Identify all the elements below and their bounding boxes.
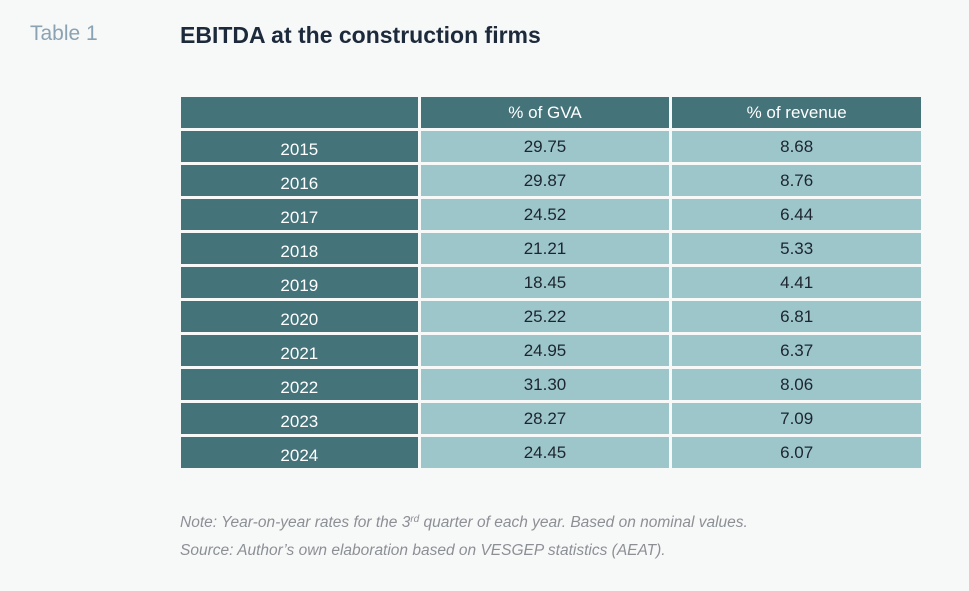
revenue-value-cell: 8.68	[672, 131, 921, 162]
table-row: 2016 29.87 8.76	[181, 165, 921, 196]
gva-value-cell: 24.95	[420, 335, 670, 366]
column-header-gva: % of GVA	[420, 97, 670, 128]
source-line: Source: Author’s own elaboration based o…	[180, 542, 666, 559]
row-year-cell: 2019	[181, 267, 418, 298]
row-year-cell: 2023	[181, 403, 418, 434]
table-row: 2019 18.45 4.41	[181, 267, 921, 298]
revenue-value-cell: 6.37	[672, 335, 921, 366]
row-year-cell: 2020	[181, 301, 418, 332]
gva-value-cell: 29.75	[420, 131, 670, 162]
row-year-cell: 2015	[181, 131, 418, 162]
table-row: 2021 24.95 6.37	[181, 335, 921, 366]
note-prefix: Note: Year-on-year rates for the 3	[180, 514, 411, 531]
table-notes: Note: Year-on-year rates for the 3rd qua…	[180, 509, 748, 565]
row-year-cell: 2016	[181, 165, 418, 196]
revenue-value-cell: 5.33	[672, 233, 921, 264]
gva-value-cell: 18.45	[420, 267, 670, 298]
row-year-cell: 2018	[181, 233, 418, 264]
revenue-value-cell: 4.41	[672, 267, 921, 298]
row-year-cell: 2022	[181, 369, 418, 400]
gva-value-cell: 21.21	[420, 233, 670, 264]
table-header-row: % of GVA % of revenue	[181, 97, 921, 128]
gva-value-cell: 31.30	[420, 369, 670, 400]
gva-value-cell: 29.87	[420, 165, 670, 196]
revenue-value-cell: 8.06	[672, 369, 921, 400]
gva-value-cell: 28.27	[420, 403, 670, 434]
table-row: 2018 21.21 5.33	[181, 233, 921, 264]
table-row: 2017 24.52 6.44	[181, 199, 921, 230]
revenue-value-cell: 6.81	[672, 301, 921, 332]
note-superscript: rd	[410, 514, 420, 525]
revenue-value-cell: 8.76	[672, 165, 921, 196]
row-year-cell: 2017	[181, 199, 418, 230]
revenue-value-cell: 7.09	[672, 403, 921, 434]
table-row: 2015 29.75 8.68	[181, 131, 921, 162]
row-year-cell: 2021	[181, 335, 418, 366]
table-row: 2024 24.45 6.07	[181, 437, 921, 468]
row-year-cell: 2024	[181, 437, 418, 468]
table-row: 2023 28.27 7.09	[181, 403, 921, 434]
note-line: Note: Year-on-year rates for the 3rd qua…	[180, 509, 748, 537]
column-header-revenue: % of revenue	[672, 97, 921, 128]
revenue-value-cell: 6.07	[672, 437, 921, 468]
ebitda-table: % of GVA % of revenue 2015 29.75 8.68 2016 2…	[178, 94, 924, 471]
revenue-value-cell: 6.44	[672, 199, 921, 230]
column-header-empty	[181, 97, 418, 128]
table-title: EBITDA at the construction firms	[180, 22, 541, 48]
table-label: Table 1	[30, 22, 98, 45]
note-suffix: quarter of each year. Based on nominal v…	[419, 514, 748, 531]
table-row: 2020 25.22 6.81	[181, 301, 921, 332]
table-row: 2022 31.30 8.06	[181, 369, 921, 400]
gva-value-cell: 24.45	[420, 437, 670, 468]
gva-value-cell: 25.22	[420, 301, 670, 332]
gva-value-cell: 24.52	[420, 199, 670, 230]
table-body: 2015 29.75 8.68 2016 29.87 8.76 2017 24.52 6.44 2…	[181, 131, 921, 468]
